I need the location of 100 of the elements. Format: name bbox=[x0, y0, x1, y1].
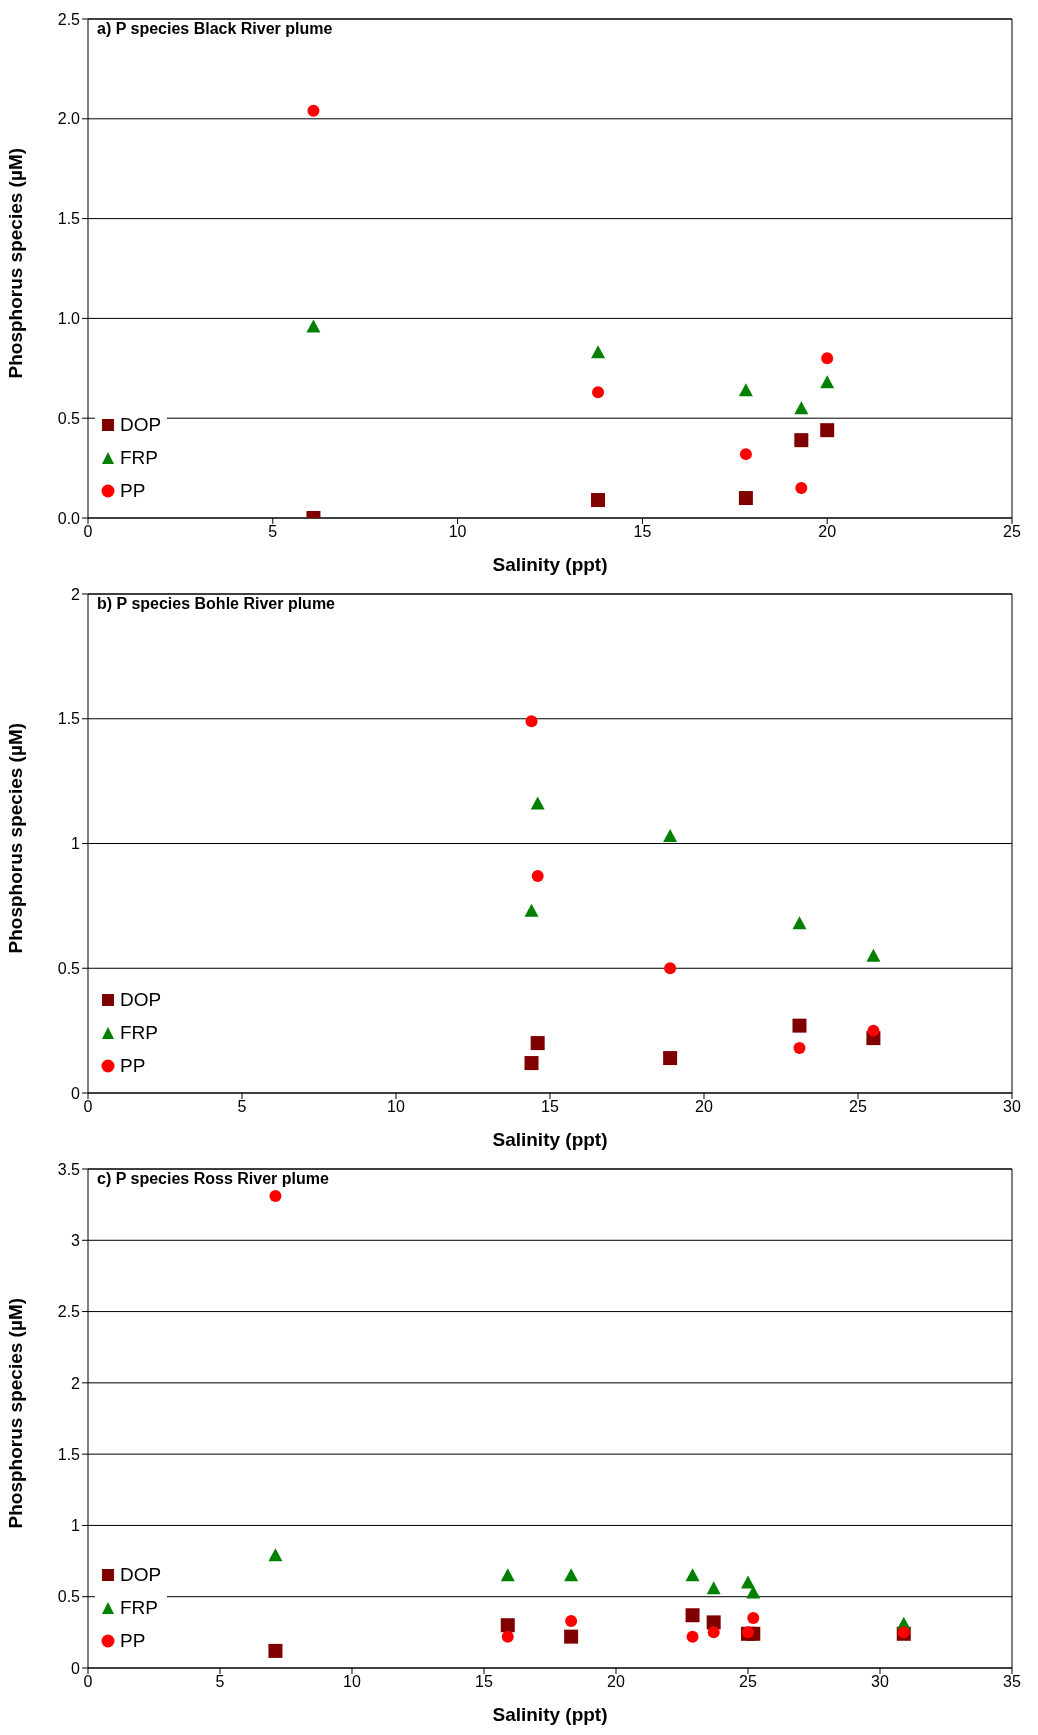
x-axis-title: Salinity (ppt) bbox=[492, 554, 608, 575]
point bbox=[746, 1585, 761, 1599]
x-axis-title: Salinity (ppt) bbox=[492, 1129, 608, 1150]
point bbox=[591, 345, 606, 359]
x-tick-label: 20 bbox=[607, 1673, 625, 1691]
legend-label: DOP bbox=[119, 413, 162, 437]
x-tick-label: 20 bbox=[695, 1098, 713, 1116]
y-tick-label: 1 bbox=[71, 835, 81, 853]
point bbox=[525, 715, 538, 728]
y-tick-label: 3.5 bbox=[57, 1160, 81, 1178]
y-axis-title: Phosphorus species (µM) bbox=[4, 722, 26, 954]
y-tick-label: 0 bbox=[71, 1659, 81, 1677]
x-tick-label: 0 bbox=[83, 1098, 93, 1116]
y-tick-label: 3 bbox=[71, 1231, 81, 1249]
point bbox=[269, 1190, 282, 1203]
y-tick-label: 0.5 bbox=[57, 1588, 81, 1606]
x-tick-label: 15 bbox=[541, 1098, 559, 1116]
x-tick-label: 25 bbox=[1003, 523, 1021, 541]
y-tick-label: 1.5 bbox=[57, 710, 81, 728]
y-tick-label: 2.5 bbox=[57, 10, 81, 28]
point bbox=[738, 383, 753, 397]
x-axis-title: Salinity (ppt) bbox=[492, 1704, 608, 1725]
y-tick-label: 2.5 bbox=[57, 1303, 81, 1321]
x-tick-label: 10 bbox=[343, 1673, 361, 1691]
point bbox=[867, 1024, 880, 1037]
y-tick-label: 1.5 bbox=[57, 210, 81, 228]
point bbox=[792, 1018, 807, 1033]
legend-label: PP bbox=[119, 1054, 147, 1078]
point bbox=[530, 1036, 545, 1051]
point bbox=[664, 962, 677, 975]
y-tick-label: 0.0 bbox=[57, 509, 81, 527]
point bbox=[866, 948, 881, 962]
x-tick-label: 10 bbox=[448, 523, 467, 541]
legend-label: FRP bbox=[119, 446, 159, 470]
y-tick-label: 2.0 bbox=[57, 110, 81, 128]
y-tick-label: 0 bbox=[71, 1084, 81, 1102]
point bbox=[820, 423, 835, 438]
x-tick-label: 20 bbox=[818, 523, 837, 541]
y-tick-label: 1 bbox=[71, 1517, 81, 1535]
point bbox=[524, 1056, 539, 1071]
chart-title: a) P species Black River plume bbox=[97, 20, 333, 38]
y-tick-label: 0.5 bbox=[57, 409, 81, 427]
point bbox=[500, 1618, 515, 1633]
point bbox=[531, 869, 544, 882]
legend-label: FRP bbox=[119, 1596, 159, 1620]
x-tick-label: 25 bbox=[849, 1098, 867, 1116]
point bbox=[794, 401, 809, 415]
point bbox=[501, 1630, 514, 1643]
point bbox=[706, 1615, 721, 1630]
x-tick-label: 0 bbox=[83, 523, 93, 541]
point bbox=[564, 1629, 579, 1644]
point bbox=[793, 1042, 806, 1055]
point bbox=[663, 1051, 678, 1066]
y-tick-label: 1.5 bbox=[57, 1445, 81, 1463]
point bbox=[747, 1612, 760, 1625]
point bbox=[739, 448, 752, 461]
y-axis-title: Phosphorus species (µM) bbox=[4, 1297, 26, 1529]
x-tick-label: 15 bbox=[633, 523, 652, 541]
point bbox=[820, 375, 835, 389]
legend-label: DOP bbox=[119, 988, 162, 1012]
x-tick-label: 15 bbox=[475, 1673, 493, 1691]
y-axis-title: Phosphorus species (µM) bbox=[4, 147, 26, 379]
y-tick-label: 1.0 bbox=[57, 310, 81, 328]
point bbox=[795, 482, 808, 495]
point bbox=[738, 491, 753, 506]
x-tick-label: 5 bbox=[237, 1098, 247, 1116]
point bbox=[565, 1614, 578, 1627]
point bbox=[685, 1568, 700, 1582]
x-tick-label: 5 bbox=[268, 523, 278, 541]
point bbox=[686, 1630, 699, 1643]
point bbox=[564, 1568, 579, 1582]
point bbox=[500, 1568, 515, 1582]
point bbox=[524, 903, 539, 917]
x-tick-label: 5 bbox=[215, 1673, 225, 1691]
point bbox=[821, 352, 834, 365]
point bbox=[268, 1548, 283, 1562]
point bbox=[268, 1643, 283, 1658]
legend-label: DOP bbox=[119, 1563, 162, 1587]
y-tick-label: 0.5 bbox=[57, 959, 81, 977]
legend-label: FRP bbox=[119, 1021, 159, 1045]
legend-label: PP bbox=[119, 479, 147, 503]
chart-title: c) P species Ross River plume bbox=[97, 1170, 329, 1188]
point bbox=[591, 493, 606, 508]
y-tick-label: 2 bbox=[71, 1374, 81, 1392]
x-tick-label: 35 bbox=[1003, 1673, 1021, 1691]
x-tick-label: 0 bbox=[83, 1673, 93, 1691]
point bbox=[592, 386, 605, 399]
x-tick-label: 25 bbox=[739, 1673, 757, 1691]
point bbox=[685, 1608, 700, 1623]
point bbox=[530, 796, 545, 810]
point bbox=[794, 433, 809, 448]
point bbox=[707, 1626, 720, 1639]
point bbox=[307, 104, 320, 117]
x-tick-label: 30 bbox=[1003, 1098, 1021, 1116]
x-tick-label: 10 bbox=[387, 1098, 405, 1116]
legend-label: PP bbox=[119, 1629, 147, 1653]
point bbox=[663, 829, 678, 843]
point bbox=[792, 916, 807, 930]
chart-title: b) P species Bohle River plume bbox=[97, 595, 336, 613]
y-tick-label: 2 bbox=[71, 585, 81, 603]
